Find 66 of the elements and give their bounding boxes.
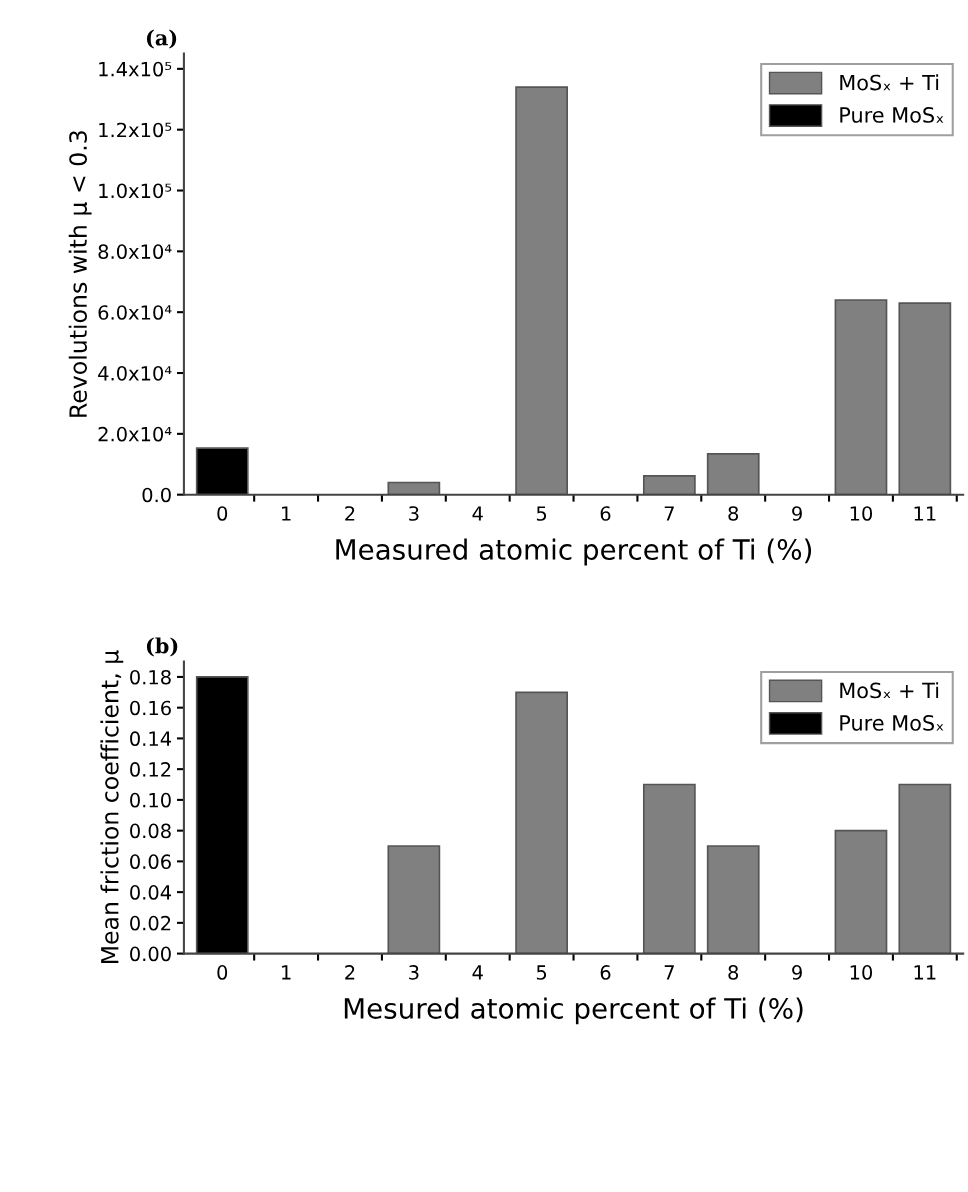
x-tick-label: 1	[282, 965, 291, 980]
y-axis-title: Revolutions with μ < 0.3	[68, 131, 92, 417]
x-tick-label: 11	[914, 965, 936, 980]
chart-title: (b)	[146, 637, 178, 657]
bar	[898, 783, 952, 954]
x-tick-label: 1	[282, 506, 291, 521]
y-tick-label: 0.0	[142, 487, 171, 503]
legend-label: Pure MoSₓ	[840, 107, 944, 123]
bar	[706, 453, 760, 495]
bar	[642, 783, 696, 954]
x-tick-label: 11	[914, 506, 936, 521]
y-tick-label: 0.02	[130, 915, 171, 931]
x-tick-label: 0	[217, 506, 228, 521]
bar	[515, 691, 568, 954]
legend-label: MoSₓ + Ti	[840, 74, 939, 91]
bar	[515, 86, 568, 495]
y-tick-label: 0.06	[130, 854, 171, 870]
x-tick-label: 9	[792, 965, 802, 980]
y-tick-label: 0.12	[130, 762, 171, 777]
y-tick-label: 0.14	[130, 731, 172, 747]
y-tick-label: 6.0x10⁴	[98, 305, 172, 320]
y-tick-label: 0.16	[130, 700, 171, 716]
y-axis-title: Mean friction coefficient, μ	[100, 650, 124, 964]
y-tick-label: 1.0x10⁵	[99, 183, 172, 199]
x-tick-label: 4	[472, 506, 483, 521]
y-tick-label: 1.2x10⁵	[99, 122, 172, 138]
y-tick-label: 1.4x10⁵	[99, 61, 172, 77]
x-tick-label: 7	[664, 965, 674, 980]
x-tick-label: 2	[345, 965, 355, 980]
bar	[195, 447, 249, 495]
x-tick-label: 6	[600, 965, 611, 980]
x-axis-title: Mesured atomic percent of Ti (%)	[344, 997, 803, 1025]
x-tick-label: 6	[600, 506, 611, 521]
x-tick-label: 0	[217, 965, 228, 980]
x-tick-label: 8	[728, 965, 739, 980]
x-tick-label: 10	[850, 506, 873, 521]
y-tick-label: 0.04	[130, 885, 172, 900]
legend-label: Pure MoSₓ	[840, 715, 944, 731]
bar	[387, 845, 441, 954]
bar	[834, 299, 888, 495]
bar	[642, 474, 696, 495]
x-tick-label: 8	[728, 506, 739, 521]
y-tick-label: 0.08	[130, 823, 171, 839]
x-tick-label: 2	[345, 506, 355, 521]
chart-title: (a)	[146, 29, 177, 49]
x-tick-label: 4	[472, 965, 483, 980]
x-tick-label: 3	[409, 506, 419, 521]
x-tick-label: 10	[850, 965, 873, 980]
bar	[898, 302, 952, 495]
bar	[706, 845, 760, 954]
bar	[195, 676, 249, 954]
y-tick-label: 4.0x10⁴	[98, 365, 172, 381]
x-axis-title: Measured atomic percent of Ti (%)	[336, 538, 812, 566]
y-tick-label: 8.0x10⁴	[98, 244, 172, 260]
x-tick-label: 3	[409, 965, 419, 980]
x-tick-label: 7	[664, 506, 674, 521]
x-tick-label: 9	[792, 506, 802, 521]
bar	[387, 481, 441, 495]
y-tick-label: 0.18	[130, 669, 171, 685]
legend-label: MoSₓ + Ti	[840, 682, 939, 699]
y-tick-label: 0.10	[130, 792, 171, 808]
x-tick-label: 5	[536, 965, 547, 980]
x-tick-label: 5	[536, 506, 547, 521]
y-tick-label: 0.00	[130, 946, 171, 962]
bar	[834, 829, 888, 954]
y-tick-label: 2.0x10⁴	[98, 426, 172, 442]
